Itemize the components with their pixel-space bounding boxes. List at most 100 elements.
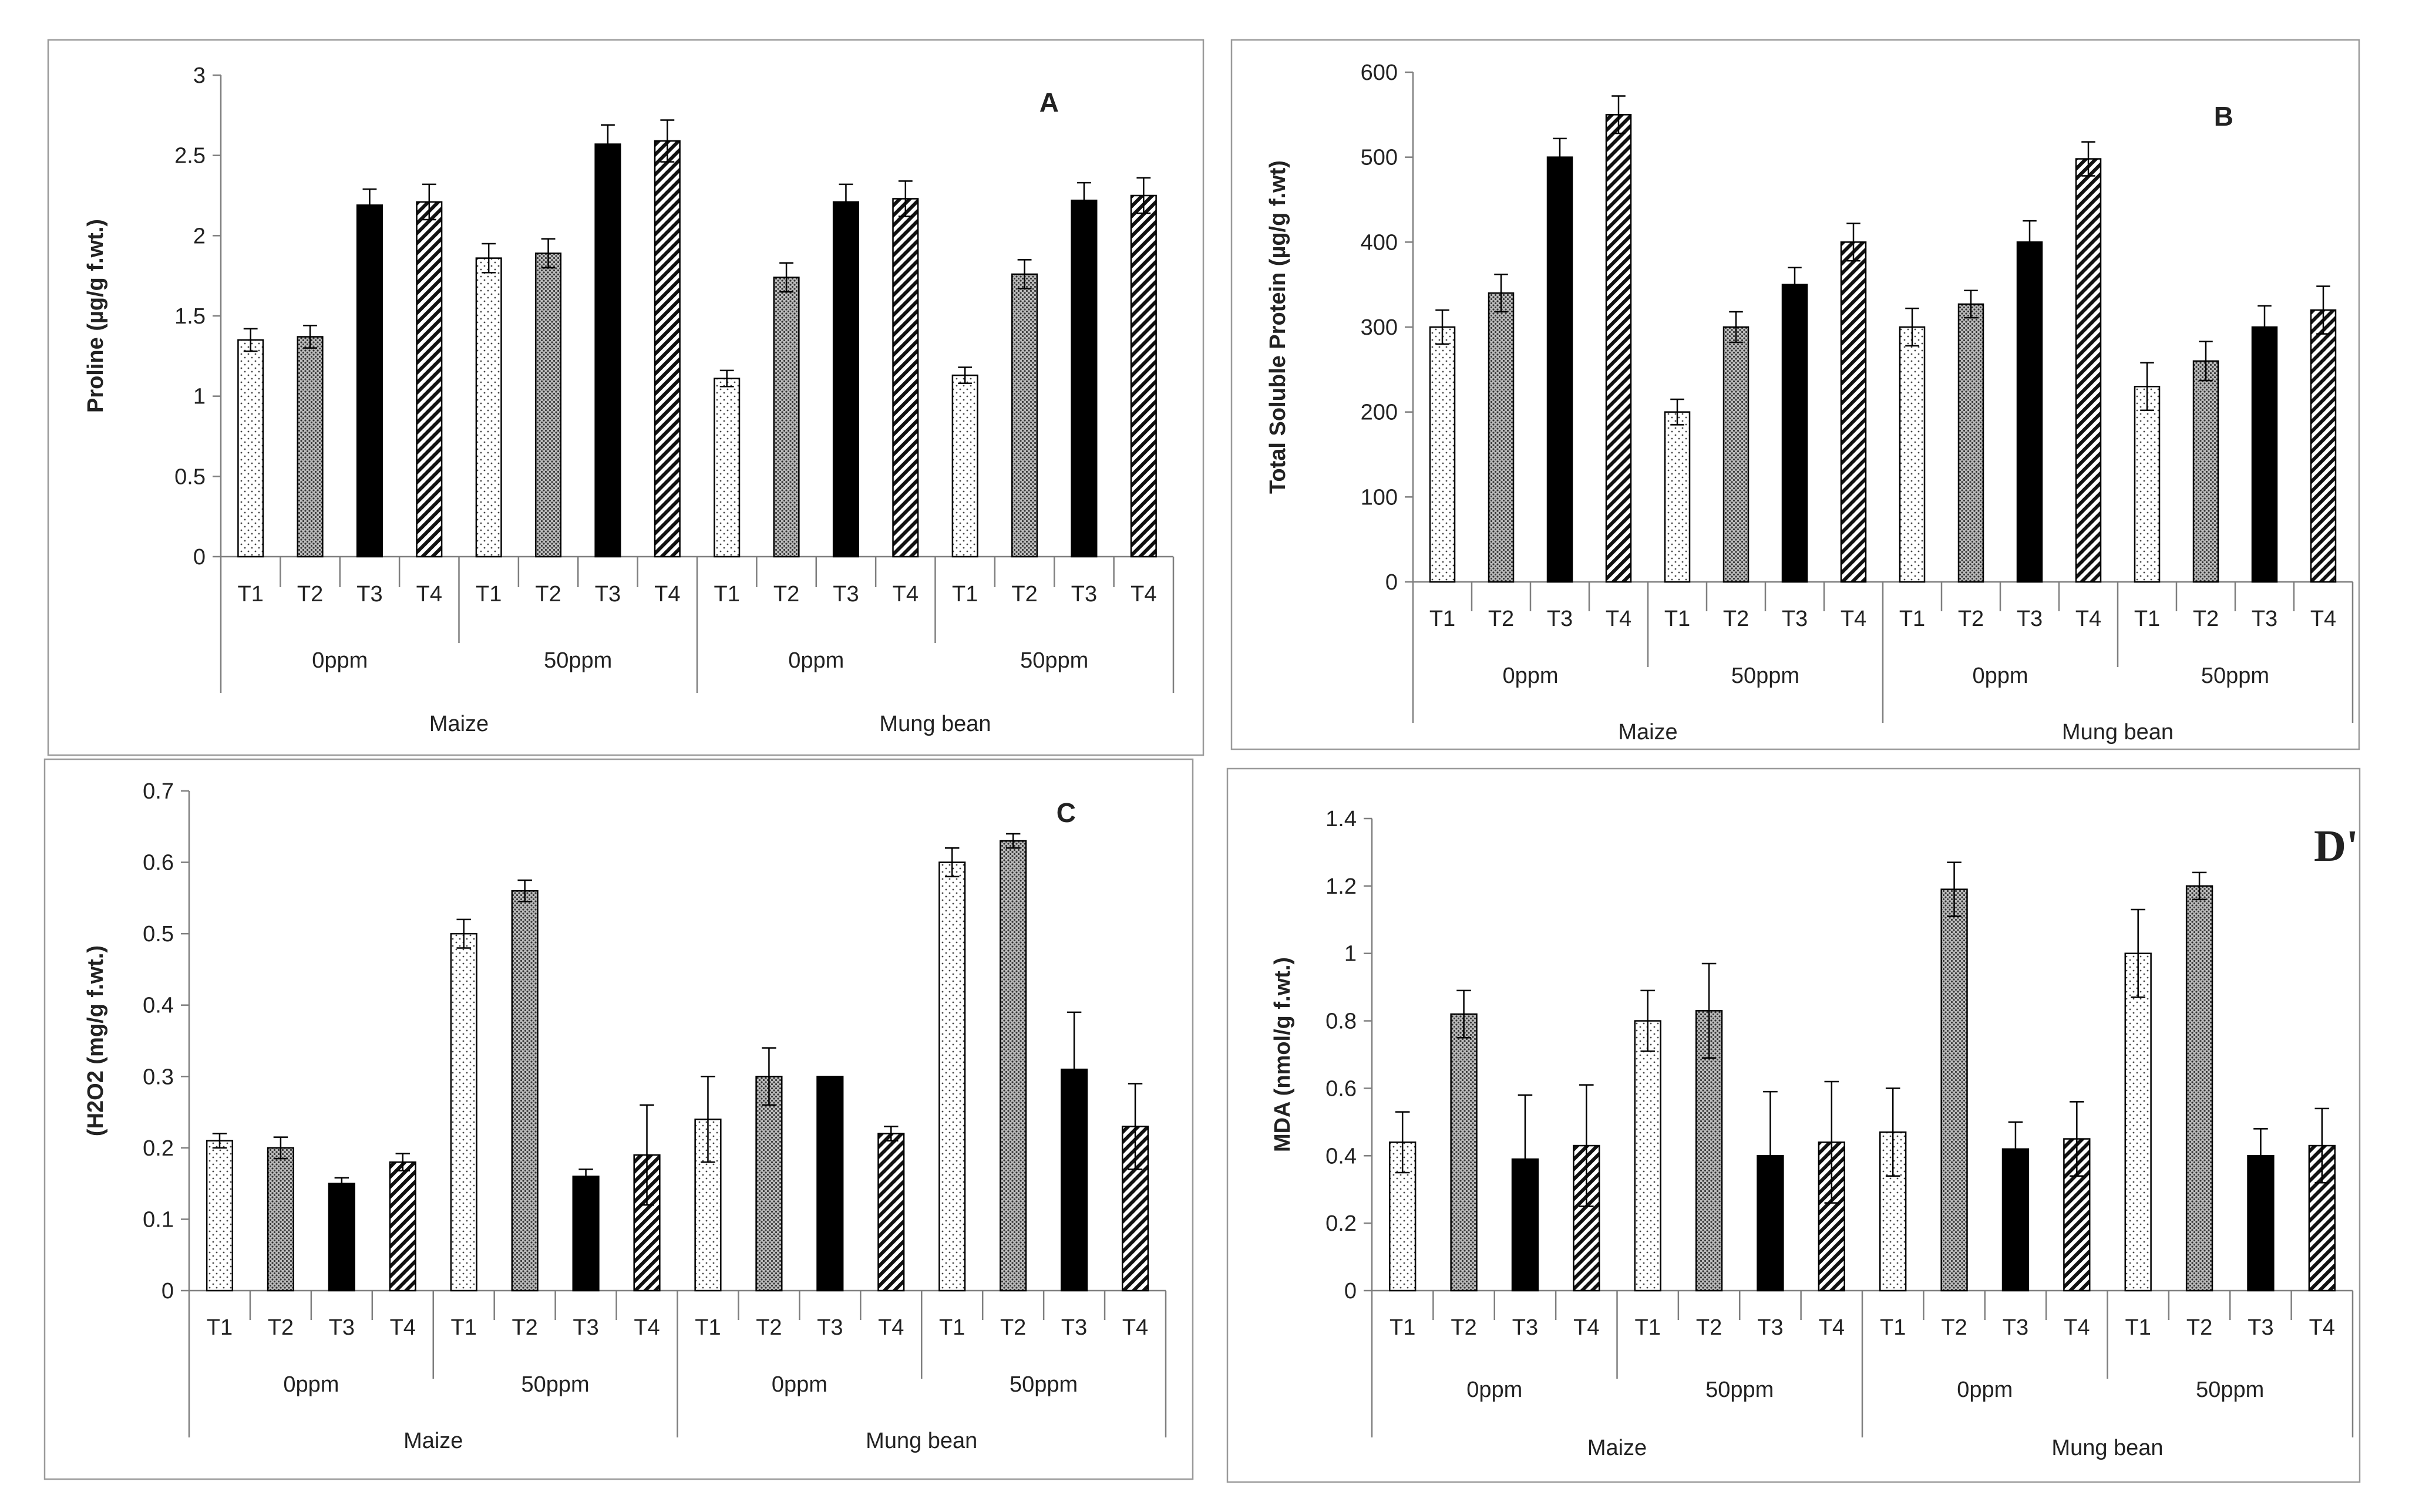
x-tick-label: T2 — [2186, 1315, 2212, 1340]
bar-t3 — [816, 1076, 844, 1292]
y-tick-label: 1.2 — [1325, 874, 1357, 899]
bar-t3 — [1546, 156, 1573, 583]
bar-t2 — [2192, 360, 2219, 583]
bar-t1 — [714, 378, 741, 558]
bar-t1 — [1899, 326, 1926, 583]
bar-t4 — [416, 201, 443, 558]
x-group-label: 0ppm — [1972, 664, 2028, 688]
x-tick-label: T2 — [1723, 607, 1749, 631]
bar-t1 — [475, 257, 502, 558]
x-tick-label: T2 — [1488, 607, 1514, 631]
x-tick-label: T1 — [695, 1315, 721, 1340]
x-tick-label: T2 — [1941, 1315, 1967, 1340]
y-tick-label: 0 — [193, 545, 206, 570]
x-tick-label: T2 — [756, 1315, 782, 1340]
x-tick-label: T2 — [1696, 1315, 1722, 1340]
bar-t2 — [1450, 1013, 1478, 1292]
panel-d-chart: 0 0.2 0.4 0.6 0.8 1 1.2 1.4 MDA (nmol/g f.wt.) D'… — [1226, 767, 2361, 1483]
x-group-label: 0ppm — [312, 648, 368, 673]
x-tick-label: T2 — [1958, 607, 1984, 631]
y-tick-label: 500 — [1361, 146, 1398, 170]
x-tick-label: T3 — [2252, 607, 2277, 631]
x-group-label: 0ppm — [1957, 1378, 2013, 1402]
y-tick-label: 1 — [193, 385, 206, 409]
x-tick-label: T1 — [2134, 607, 2160, 631]
y-tick-label: 1 — [1344, 942, 1357, 967]
bar-t4 — [654, 140, 681, 558]
bar-t3 — [594, 143, 621, 558]
y-tick-label: 0.5 — [143, 922, 174, 947]
x-crop-label: Maize — [429, 712, 489, 736]
x-tick-label: T3 — [817, 1315, 843, 1340]
y-axis-label: Proline (µg/g f.wt.) — [83, 219, 108, 413]
y-tick-label: 200 — [1361, 400, 1398, 425]
x-tick-label: T4 — [1573, 1315, 1599, 1340]
bar-t2 — [1722, 326, 1750, 583]
x-tick-label: T3 — [2003, 1315, 2028, 1340]
x-tick-label: T2 — [2193, 607, 2219, 631]
bar-t1 — [951, 374, 978, 558]
bar-t4 — [2310, 309, 2337, 583]
x-group-label: 0ppm — [1502, 664, 1558, 688]
x-crop-label: Maize — [403, 1429, 463, 1453]
bar-t3 — [1781, 284, 1808, 583]
panel-letter: A — [1039, 87, 1059, 117]
x-tick-label: T1 — [1635, 1315, 1661, 1340]
x-tick-label: T1 — [939, 1315, 965, 1340]
x-group-label: 0ppm — [772, 1372, 827, 1397]
x-group-label: 50ppm — [1731, 664, 1799, 688]
x-tick-label: T2 — [535, 582, 561, 607]
y-tick-label: 1.4 — [1325, 807, 1357, 831]
x-crop-label: Mung bean — [866, 1429, 977, 1453]
bar-t4 — [1840, 241, 1867, 583]
x-tick-label: T1 — [2125, 1315, 2151, 1340]
y-axis-label: Total Soluble Protein (µg/g f.wt) — [1266, 160, 1290, 494]
x-tick-label: T2 — [773, 582, 799, 607]
bar-t4 — [877, 1133, 905, 1292]
y-tick-label: 0 — [162, 1279, 174, 1304]
bar-t1 — [2124, 952, 2152, 1292]
panel-frame — [1230, 39, 2360, 750]
x-crop-label: Mung bean — [2051, 1436, 2163, 1460]
y-tick-label: 0.7 — [143, 779, 174, 804]
x-tick-label: T2 — [268, 1315, 294, 1340]
x-group-label: 50ppm — [2201, 664, 2269, 688]
x-tick-label: T1 — [1429, 607, 1455, 631]
x-tick-label: T4 — [2310, 607, 2336, 631]
x-tick-label: T4 — [2075, 607, 2101, 631]
x-crop-label: Mung bean — [2062, 720, 2174, 745]
x-tick-label: T4 — [1606, 607, 1631, 631]
bar-t3 — [2016, 241, 2043, 583]
panel-letter: C — [1057, 797, 1076, 828]
x-tick-label: T3 — [329, 1315, 355, 1340]
x-tick-label: T1 — [714, 582, 740, 607]
x-tick-label: T4 — [1122, 1315, 1148, 1340]
x-tick-label: T4 — [1819, 1315, 1845, 1340]
x-crop-label: Maize — [1618, 720, 1677, 745]
bar-t2 — [773, 277, 800, 558]
bar-t2 — [1000, 840, 1027, 1292]
x-group-label: 50ppm — [2196, 1378, 2264, 1402]
x-tick-label: T3 — [1061, 1315, 1087, 1340]
bar-t4 — [892, 198, 919, 558]
x-tick-label: T3 — [1782, 607, 1808, 631]
x-tick-label: T4 — [893, 582, 919, 607]
x-tick-label: T3 — [1547, 607, 1573, 631]
panel-c-chart: 0 0.1 0.2 0.3 0.4 0.5 0.6 0.7 (H2O2 (mg/g f.wt.)… — [43, 758, 1194, 1480]
bar-t3 — [1071, 199, 1098, 558]
bar-t2 — [755, 1076, 783, 1292]
bar-t2 — [1940, 888, 1968, 1292]
y-tick-label: 0.4 — [1325, 1144, 1357, 1168]
y-axis-label: (H2O2 (mg/g f.wt.) — [83, 945, 108, 1136]
y-tick-label: 0 — [1385, 570, 1398, 595]
x-group-label: 50ppm — [1020, 648, 1088, 673]
y-tick-label: 2.5 — [174, 144, 206, 169]
x-tick-label: T4 — [2309, 1315, 2335, 1340]
bar-t3 — [2251, 326, 2278, 583]
y-tick-label: 300 — [1361, 315, 1398, 340]
panel-a-chart: 0 0.5 1 1.5 2 2.5 3 Proline (µg/g f.wt.) A T1 T2 T3… — [47, 39, 1205, 756]
y-tick-label: 0.5 — [174, 464, 206, 489]
x-tick-label: T1 — [1664, 607, 1690, 631]
x-tick-label: T4 — [416, 582, 442, 607]
